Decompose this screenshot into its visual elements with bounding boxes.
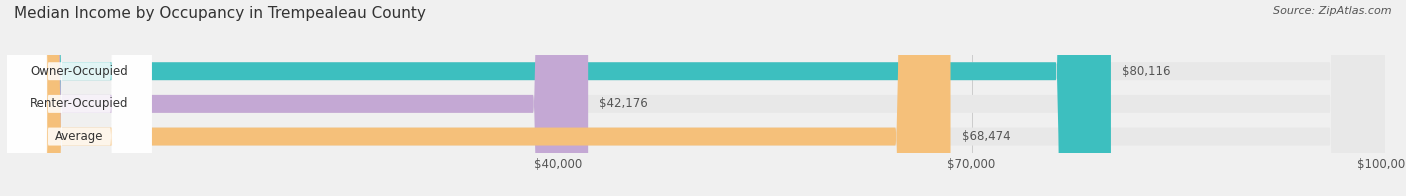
FancyBboxPatch shape bbox=[7, 0, 152, 196]
Text: Average: Average bbox=[55, 130, 104, 143]
FancyBboxPatch shape bbox=[7, 0, 152, 196]
Text: Median Income by Occupancy in Trempealeau County: Median Income by Occupancy in Trempealea… bbox=[14, 6, 426, 21]
Text: $68,474: $68,474 bbox=[962, 130, 1010, 143]
FancyBboxPatch shape bbox=[7, 0, 1111, 196]
FancyBboxPatch shape bbox=[7, 0, 152, 196]
Text: $80,116: $80,116 bbox=[1122, 65, 1170, 78]
Text: Owner-Occupied: Owner-Occupied bbox=[31, 65, 128, 78]
FancyBboxPatch shape bbox=[7, 0, 1385, 196]
FancyBboxPatch shape bbox=[7, 0, 588, 196]
Text: Renter-Occupied: Renter-Occupied bbox=[30, 97, 128, 110]
Text: $42,176: $42,176 bbox=[599, 97, 648, 110]
FancyBboxPatch shape bbox=[7, 0, 1385, 196]
FancyBboxPatch shape bbox=[7, 0, 1385, 196]
Text: Source: ZipAtlas.com: Source: ZipAtlas.com bbox=[1274, 6, 1392, 16]
FancyBboxPatch shape bbox=[7, 0, 950, 196]
